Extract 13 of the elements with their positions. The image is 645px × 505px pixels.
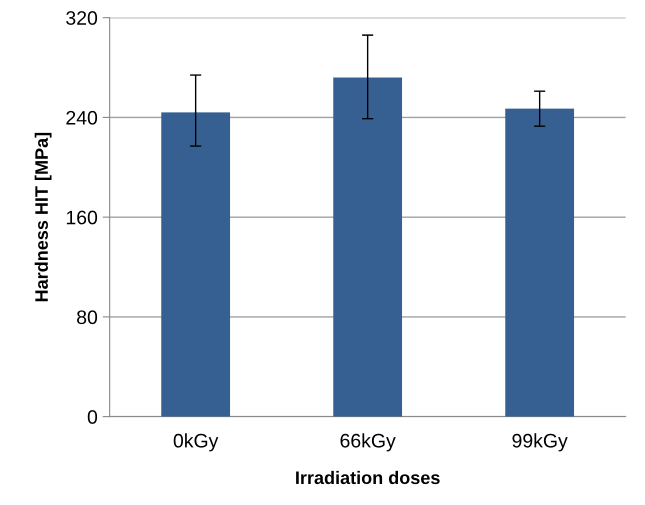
bar xyxy=(161,112,230,417)
y-tick-label: 160 xyxy=(66,210,98,224)
x-axis-title: Irradiation doses xyxy=(296,470,440,484)
bar xyxy=(505,108,574,417)
x-tick-label: 99kGy xyxy=(512,433,568,452)
y-tick-label: 80 xyxy=(77,310,98,324)
y-tick-label: 240 xyxy=(66,110,98,125)
y-axis-title: Hardness HIT [MPa] xyxy=(34,132,52,302)
x-tick-label: 0kGy xyxy=(174,433,218,452)
y-tick-label: 320 xyxy=(66,11,98,25)
x-tick-label: 66kGy xyxy=(340,433,396,452)
bar xyxy=(333,78,402,417)
y-tick-label: 0 xyxy=(88,410,98,424)
